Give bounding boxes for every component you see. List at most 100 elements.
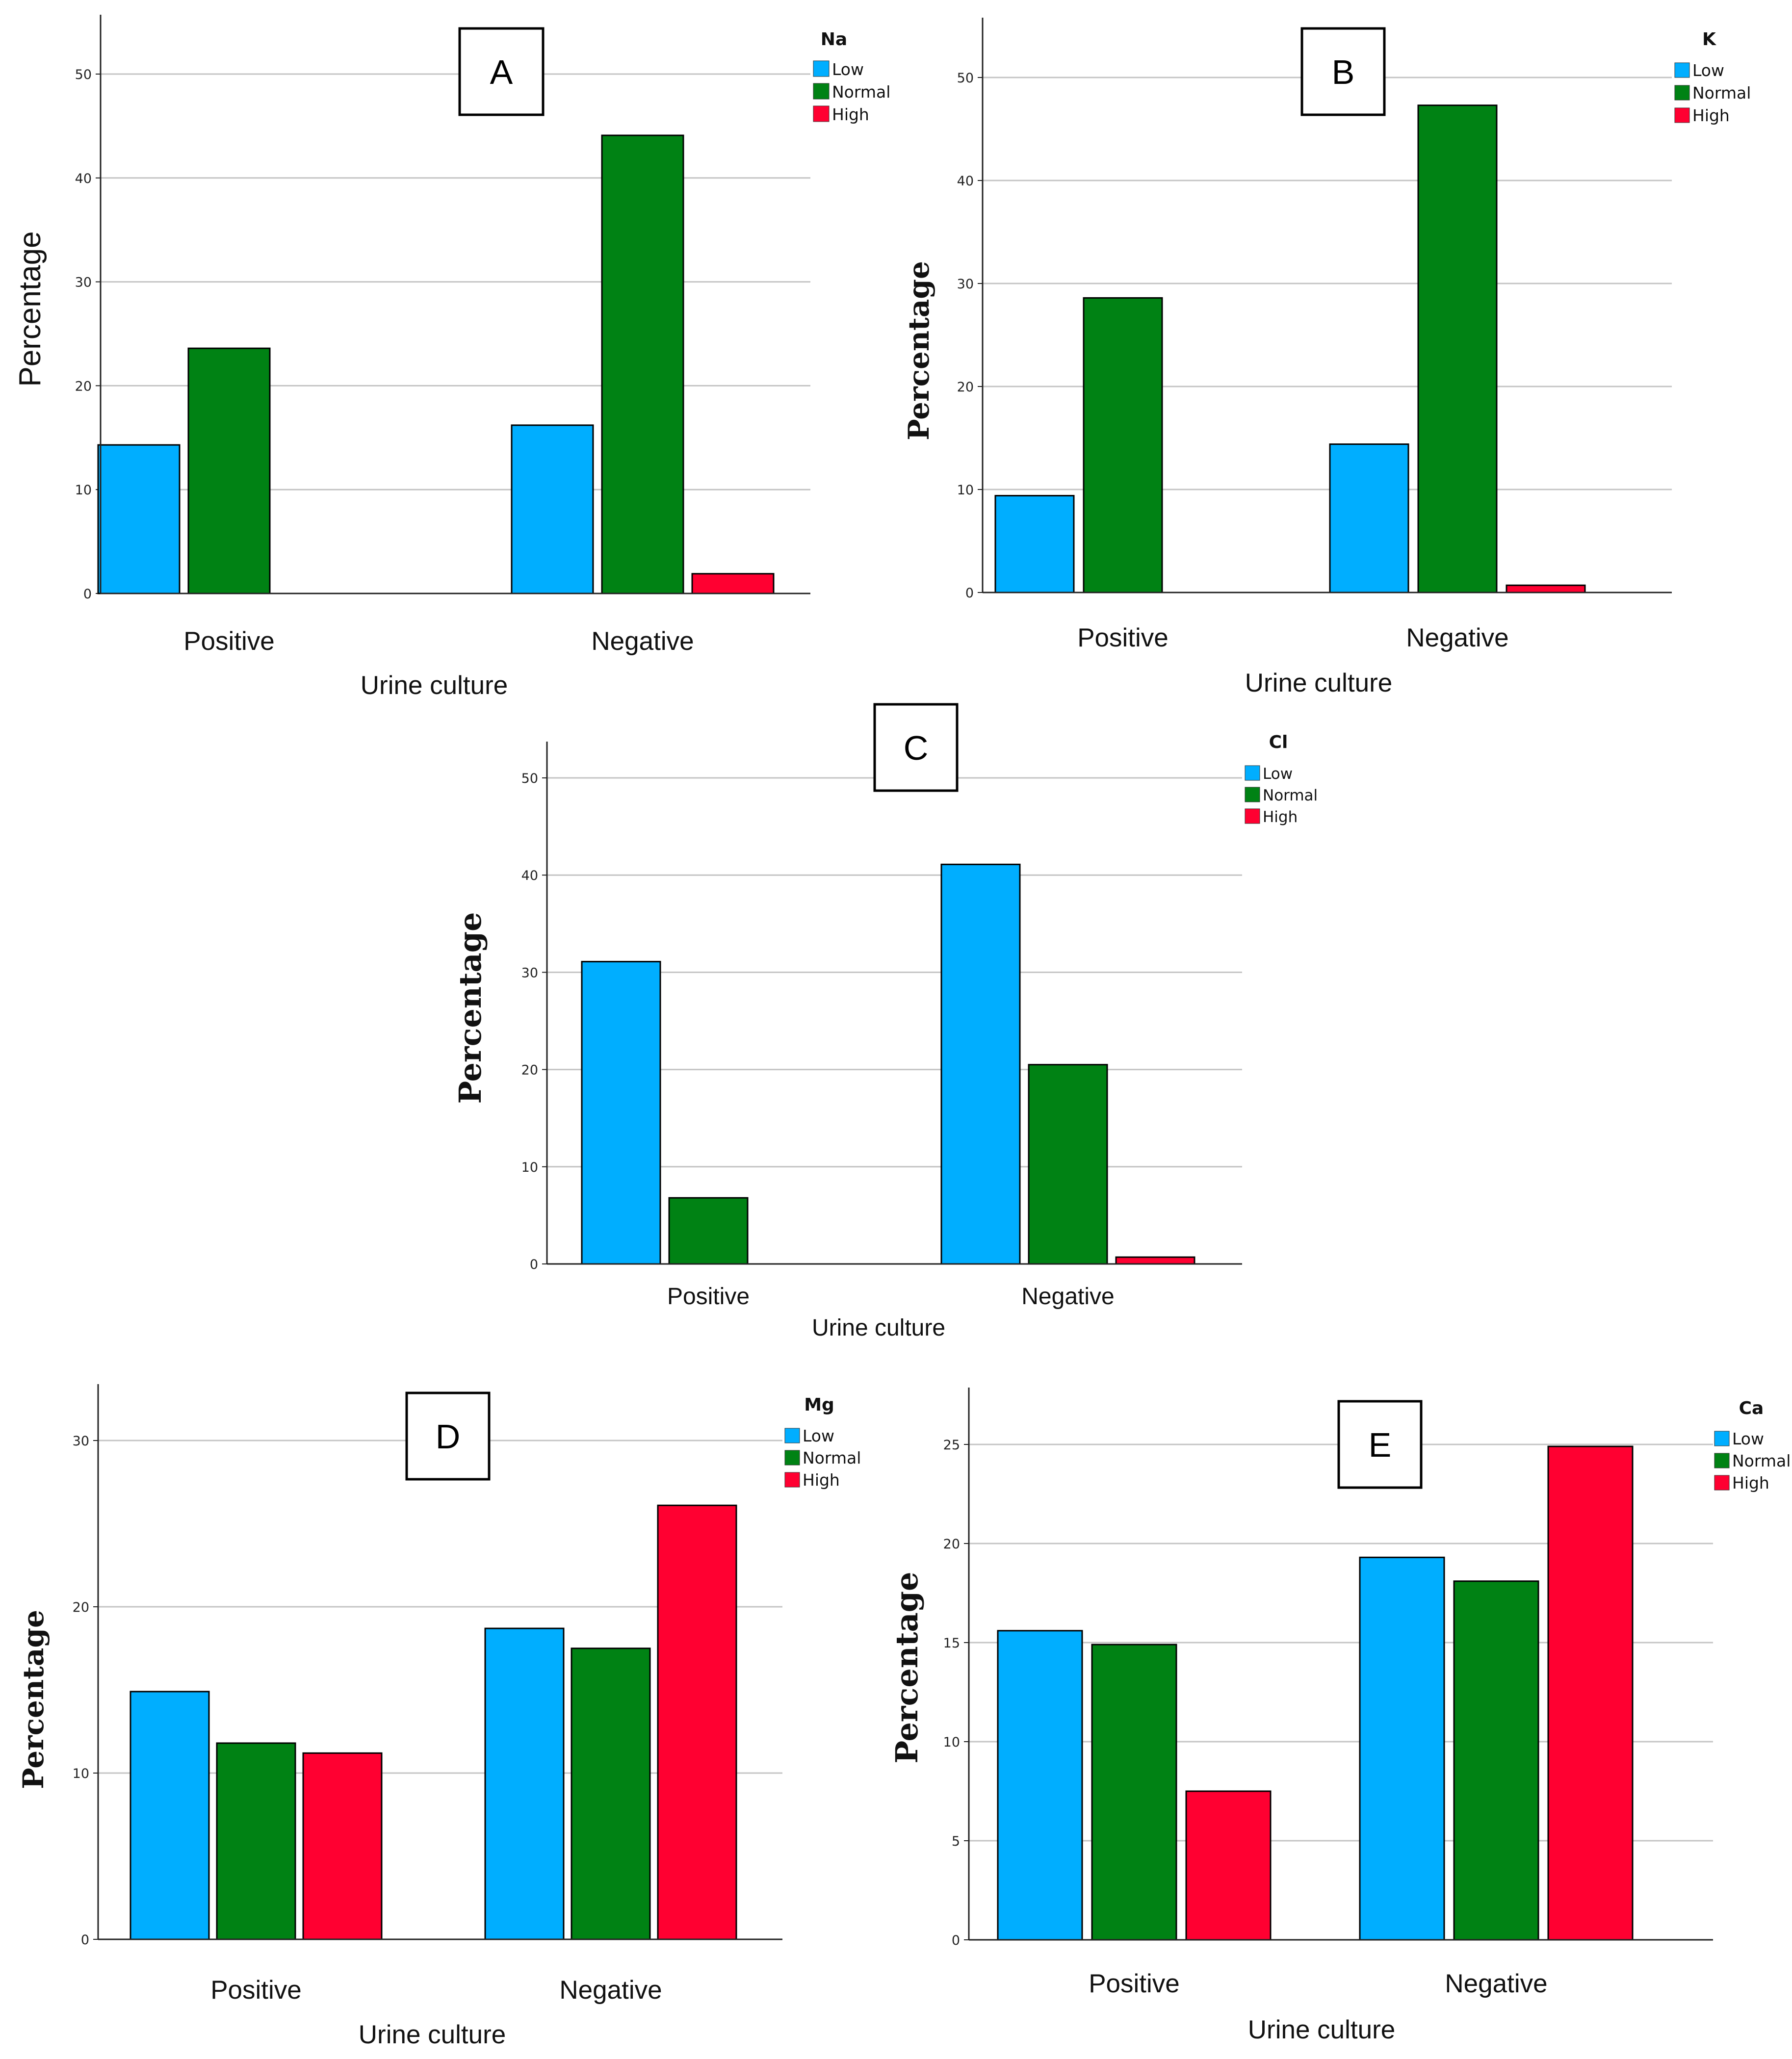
y-tick-label: 30 — [75, 275, 92, 290]
legend-swatch-normal — [1714, 1453, 1730, 1468]
bar-high-negative — [657, 1504, 737, 1940]
bar-normal-positive — [187, 347, 271, 594]
y-tick-label: 50 — [957, 71, 974, 86]
chart-panel-e: 0 5 10 15 20 25 Positive Negative Urine culture P… — [889, 1388, 1791, 2044]
legend-swatch-high — [1674, 107, 1690, 123]
y-tick-label: 20 — [957, 380, 974, 395]
legend-label-low: Low — [1263, 765, 1293, 783]
bar-high-positive — [302, 1752, 383, 1940]
y-tick-label: 10 — [75, 483, 92, 498]
x-category-label: Negative — [591, 627, 694, 656]
legend-swatch-low — [1674, 62, 1690, 78]
panel-letter-box — [405, 1391, 491, 1481]
y-tick-label: 20 — [521, 1063, 538, 1078]
x-axis-title: Urine culture — [812, 1315, 945, 1341]
legend-label-high: High — [1692, 106, 1730, 125]
y-tick-label: 0 — [530, 1257, 538, 1272]
x-axis-title: Urine culture — [1248, 2015, 1395, 2044]
bar-low-positive — [97, 444, 181, 594]
bar-high-positive — [1185, 1790, 1272, 1941]
legend-swatch-normal — [813, 83, 830, 100]
x-category-label: Negative — [1406, 623, 1508, 652]
y-tick-label: 10 — [521, 1160, 538, 1175]
legend-label-normal: Normal — [803, 1448, 861, 1467]
legend-swatch-high — [813, 105, 830, 122]
chart-panel-b: 0 10 20 30 40 50 Positive Negative Urine culture… — [902, 18, 1751, 697]
y-tick-label: 0 — [83, 587, 92, 602]
y-tick-label: 40 — [957, 174, 974, 189]
legend-title: Na — [821, 29, 847, 50]
legend-swatch-low — [1245, 765, 1260, 781]
legend-swatch-high — [784, 1472, 800, 1488]
y-tick-label: 50 — [521, 771, 538, 786]
x-category-label: Negative — [559, 1976, 662, 2005]
legend-label-high: High — [832, 105, 869, 124]
bar-normal-negative — [1453, 1580, 1539, 1941]
panel-letter-box — [1337, 1400, 1423, 1489]
y-tick-label: 0 — [952, 1933, 960, 1948]
panel-letter: E — [1369, 1426, 1392, 1464]
legend-swatch-normal — [1245, 787, 1260, 802]
legend-label-high: High — [803, 1470, 840, 1490]
bar-normal-negative — [1028, 1064, 1108, 1265]
panel-letter-box — [1300, 27, 1386, 116]
bar-low-positive — [997, 1630, 1083, 1941]
bar-low-negative — [1359, 1556, 1445, 1941]
legend: Mg Low Normal High — [784, 1395, 861, 1490]
bar-high-negative — [691, 573, 775, 594]
y-tick-label: 25 — [943, 1438, 960, 1453]
x-category-label: Negative — [1021, 1284, 1114, 1310]
x-axis-title: Urine culture — [361, 671, 508, 700]
panel-letter-box — [458, 27, 545, 116]
legend: K Low Normal High — [1674, 29, 1751, 125]
bar-low-positive — [581, 961, 661, 1265]
y-axis-title: Percentage — [452, 912, 488, 1104]
y-tick-label: 20 — [75, 379, 92, 394]
y-tick-label: 20 — [73, 1600, 89, 1615]
y-axis-title: Percentage — [17, 1610, 50, 1789]
bar-low-negative — [1329, 443, 1409, 593]
bar-normal-positive — [216, 1742, 296, 1940]
legend-label-low: Low — [803, 1426, 834, 1445]
panel-letter: B — [1332, 53, 1355, 91]
legend-label-normal: Normal — [1732, 1451, 1791, 1470]
y-axis-title: Percentage — [889, 1572, 925, 1764]
legend-swatch-low — [813, 60, 830, 77]
bar-high-negative — [1547, 1445, 1634, 1941]
bar-normal-positive — [1091, 1644, 1177, 1941]
bar-normal-positive — [1083, 297, 1163, 593]
y-tick-label: 30 — [521, 965, 538, 980]
y-tick-label: 10 — [943, 1735, 960, 1750]
y-tick-label: 10 — [957, 483, 974, 498]
x-category-label: Positive — [183, 627, 275, 656]
chart-panel-d: 0 10 20 30 Positive Negative Urine culture Perc… — [17, 1384, 861, 2049]
legend-label-low: Low — [832, 60, 864, 79]
y-tick-label: 0 — [965, 586, 974, 601]
bar-low-positive — [994, 495, 1075, 593]
bar-normal-negative — [601, 134, 684, 594]
x-category-label: Negative — [1445, 1969, 1547, 1998]
y-tick-label: 15 — [943, 1636, 960, 1651]
y-tick-label: 40 — [521, 868, 538, 883]
legend-swatch-low — [784, 1428, 800, 1443]
legend-title: Ca — [1739, 1398, 1764, 1418]
bar-normal-negative — [571, 1647, 651, 1940]
legend-title: Cl — [1269, 732, 1288, 752]
legend-label-normal: Normal — [1263, 787, 1318, 804]
legend-swatch-normal — [1674, 85, 1690, 101]
bar-low-negative — [940, 863, 1021, 1265]
panel-letter: A — [490, 53, 513, 91]
bar-low-positive — [130, 1691, 210, 1940]
legend-label-normal: Normal — [1692, 83, 1751, 103]
y-tick-label: 5 — [952, 1834, 960, 1849]
legend-label-low: Low — [1692, 61, 1724, 80]
legend-label-high: High — [1263, 808, 1298, 826]
y-tick-label: 30 — [73, 1434, 89, 1449]
legend-swatch-high — [1714, 1475, 1730, 1491]
chart-panel-c: 0 10 20 30 40 50 Positive Negative Urine culture… — [452, 703, 1318, 1341]
legend-title: Mg — [804, 1395, 834, 1415]
legend: Na Low Normal High — [813, 29, 890, 124]
chart-panel-a: 0 10 20 30 40 50 Positive Negative Urine culture… — [13, 15, 890, 700]
x-category-label: Positive — [667, 1284, 750, 1310]
bar-low-negative — [484, 1627, 565, 1940]
